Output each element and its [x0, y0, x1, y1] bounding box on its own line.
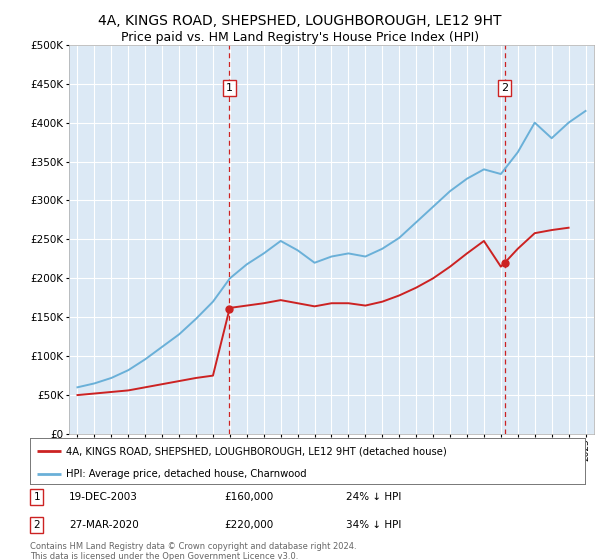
- Text: 24% ↓ HPI: 24% ↓ HPI: [346, 492, 402, 502]
- Text: 1: 1: [34, 492, 40, 502]
- Text: Price paid vs. HM Land Registry's House Price Index (HPI): Price paid vs. HM Land Registry's House …: [121, 31, 479, 44]
- Text: 4A, KINGS ROAD, SHEPSHED, LOUGHBOROUGH, LE12 9HT: 4A, KINGS ROAD, SHEPSHED, LOUGHBOROUGH, …: [98, 14, 502, 28]
- Text: 4A, KINGS ROAD, SHEPSHED, LOUGHBOROUGH, LE12 9HT (detached house): 4A, KINGS ROAD, SHEPSHED, LOUGHBOROUGH, …: [66, 446, 447, 456]
- Text: 19-DEC-2003: 19-DEC-2003: [69, 492, 138, 502]
- Text: 1: 1: [226, 83, 233, 92]
- Text: 2: 2: [501, 83, 508, 92]
- Point: [500, 258, 509, 267]
- Text: 2: 2: [34, 520, 40, 530]
- Text: £220,000: £220,000: [224, 520, 274, 530]
- Text: Contains HM Land Registry data © Crown copyright and database right 2024.
This d: Contains HM Land Registry data © Crown c…: [30, 542, 356, 560]
- Text: 34% ↓ HPI: 34% ↓ HPI: [346, 520, 402, 530]
- Point: [224, 305, 234, 314]
- Text: 27-MAR-2020: 27-MAR-2020: [69, 520, 139, 530]
- Text: £160,000: £160,000: [224, 492, 274, 502]
- Text: HPI: Average price, detached house, Charnwood: HPI: Average price, detached house, Char…: [66, 469, 307, 479]
